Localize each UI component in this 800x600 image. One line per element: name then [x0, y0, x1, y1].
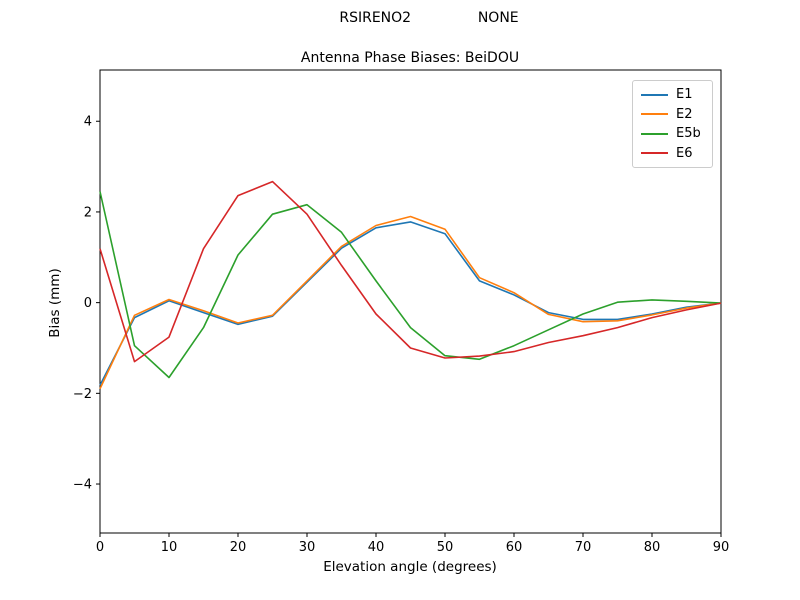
series-line-E5b — [99, 191, 722, 379]
legend-entry-E6: E6 — [633, 144, 712, 164]
y-tick-label: 0 — [84, 296, 92, 311]
x-tick-label: 30 — [299, 540, 316, 555]
legend-label-E1: E1 — [676, 87, 693, 103]
y-axis-label: Bias (mm) — [47, 268, 63, 338]
legend-line-E5b — [641, 132, 668, 135]
x-tick-label: 80 — [644, 540, 661, 555]
x-tick-label: 50 — [437, 540, 454, 555]
legend-label-E2: E2 — [676, 106, 693, 122]
x-tick-label: 90 — [713, 540, 730, 555]
figure-suptitle: RSIRENO2 NONE — [339, 10, 519, 26]
x-tick-label: 0 — [96, 540, 104, 555]
y-tick-label: −2 — [73, 387, 92, 402]
y-tick-label: −4 — [73, 478, 92, 493]
legend-entry-E1: E1 — [633, 85, 712, 105]
plot-border — [99, 69, 722, 534]
x-tick-label: 20 — [230, 540, 247, 555]
y-tick-label: 2 — [84, 205, 92, 220]
x-tick-label: 10 — [161, 540, 178, 555]
legend-entry-E5b: E5b — [633, 124, 712, 144]
x-tick-label: 60 — [506, 540, 523, 555]
legend-label-E6: E6 — [676, 145, 693, 161]
legend-line-E2 — [641, 113, 668, 116]
chart-title: Antenna Phase Biases: BeiDOU — [300, 50, 520, 66]
series-line-E6 — [99, 180, 722, 363]
legend-label-E5b: E5b — [676, 126, 701, 142]
legend: E1 E2 E5b E6 — [632, 80, 713, 168]
legend-line-E1 — [641, 93, 668, 96]
legend-line-E6 — [641, 152, 668, 155]
y-tick-label: 4 — [84, 115, 92, 130]
series-line-E1 — [99, 221, 722, 386]
x-axis-label: Elevation angle (degrees) — [323, 559, 497, 575]
series-line-E2 — [99, 215, 722, 390]
x-tick-label: 70 — [575, 540, 592, 555]
legend-entry-E2: E2 — [633, 105, 712, 125]
x-tick-label: 40 — [368, 540, 385, 555]
